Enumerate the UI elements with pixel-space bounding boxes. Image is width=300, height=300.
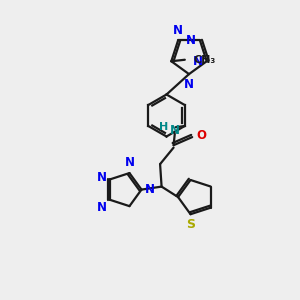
Text: N: N	[145, 183, 155, 196]
Text: N: N	[170, 124, 180, 137]
Text: N: N	[96, 201, 106, 214]
Text: N: N	[183, 78, 194, 91]
Text: N: N	[173, 24, 183, 37]
Text: O: O	[196, 129, 206, 142]
Text: CH₃: CH₃	[193, 55, 215, 65]
Text: N: N	[186, 34, 196, 47]
Text: H: H	[159, 122, 168, 133]
Text: N: N	[193, 55, 203, 68]
Text: N: N	[124, 157, 134, 169]
Text: N: N	[96, 171, 106, 184]
Text: S: S	[186, 218, 195, 231]
